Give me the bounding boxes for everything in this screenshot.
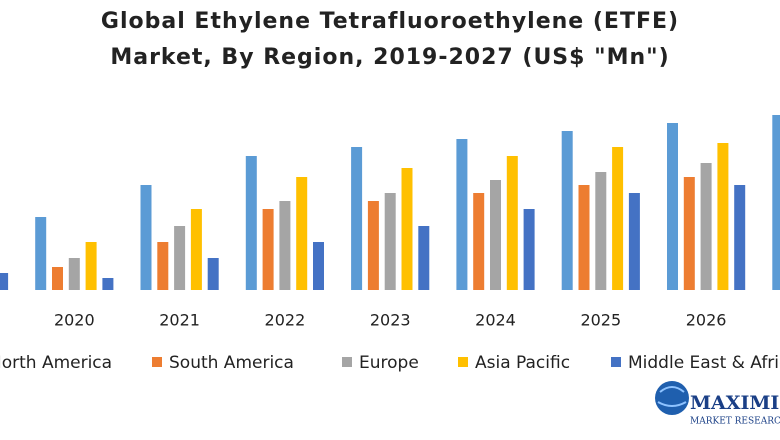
bar	[561, 131, 573, 290]
bar	[0, 273, 9, 290]
legend-swatch	[458, 357, 468, 367]
legend-swatch	[342, 357, 352, 367]
logo-arc	[657, 386, 687, 407]
bar	[351, 147, 363, 290]
x-tick-label: 2025	[580, 311, 621, 330]
legend-label: Asia Pacific	[475, 353, 570, 373]
chart-title: Global Ethylene Tetrafluoroethylene (ETF…	[101, 9, 679, 34]
bar	[52, 267, 63, 290]
legend-label: North America	[0, 353, 112, 373]
bar	[140, 185, 152, 290]
bar	[667, 123, 678, 290]
legend-swatch	[611, 357, 621, 367]
bar	[628, 193, 640, 290]
x-tick-label: 2020	[54, 311, 95, 330]
x-tick-label: 2026	[686, 311, 727, 330]
logo-tagline: MARKET RESEARCH	[690, 417, 780, 427]
bar	[612, 147, 624, 290]
bar	[174, 226, 186, 290]
bar	[85, 242, 97, 290]
bar	[700, 163, 712, 290]
legend-label: Middle East & Africa	[628, 353, 780, 373]
bar	[68, 258, 80, 290]
logo: MAXIMIZE MARKET RESEARCH	[655, 381, 780, 427]
bar	[313, 242, 324, 290]
logo-name: MAXIMIZE	[690, 392, 780, 414]
bar	[157, 242, 169, 290]
bar	[578, 185, 590, 290]
bar	[262, 209, 274, 290]
bar	[473, 193, 485, 290]
bar	[595, 172, 607, 290]
bar	[734, 185, 746, 290]
bar	[490, 180, 501, 290]
bar	[35, 217, 47, 290]
bar	[367, 201, 379, 290]
bar	[296, 177, 308, 290]
chart-subtitle: Market, By Region, 2019-2027 (US$ "Mn")	[110, 45, 669, 70]
legend-label: Europe	[359, 353, 419, 373]
bar	[717, 143, 729, 290]
bar	[190, 209, 202, 290]
bar	[772, 115, 780, 290]
bar	[102, 278, 114, 290]
bar	[506, 156, 518, 290]
x-tick-label: 2021	[159, 311, 200, 330]
bar	[683, 177, 695, 290]
x-tick-label: 2022	[265, 311, 306, 330]
x-tick-label: 2024	[475, 311, 516, 330]
bar	[401, 168, 413, 290]
legend-label: South America	[169, 353, 294, 373]
x-tick-label: 2023	[370, 311, 411, 330]
bar	[279, 201, 291, 290]
bar	[245, 156, 257, 290]
legend-swatch	[152, 357, 162, 367]
bar	[384, 193, 396, 290]
bar	[456, 139, 468, 290]
bar	[418, 226, 430, 290]
bar	[207, 258, 219, 290]
bar	[523, 209, 535, 290]
